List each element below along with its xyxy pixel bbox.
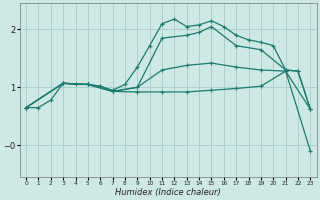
X-axis label: Humidex (Indice chaleur): Humidex (Indice chaleur) (115, 188, 221, 197)
